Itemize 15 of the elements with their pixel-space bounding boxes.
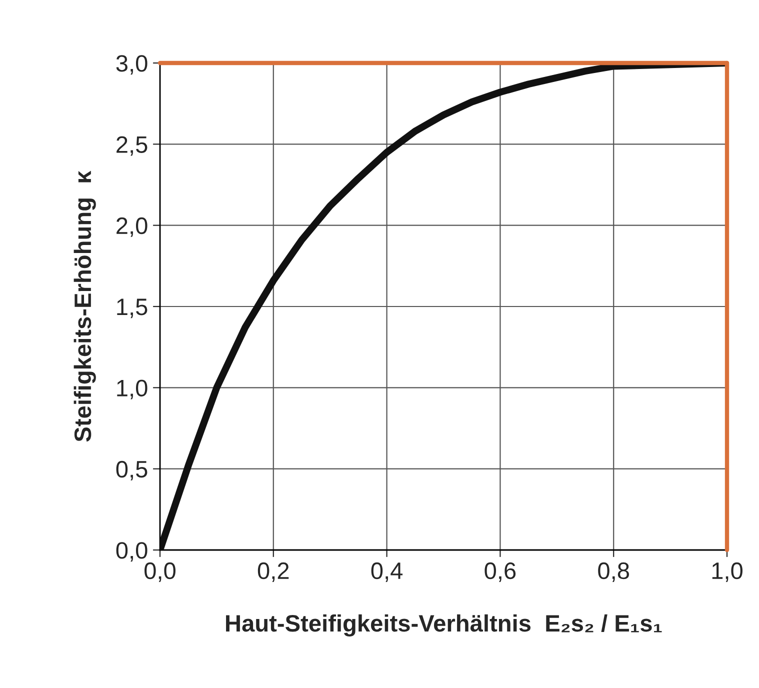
x-tick-label: 0,4 (371, 562, 403, 582)
x-tick-label: 0,6 (484, 562, 516, 582)
x-tick-label: 1,0 (712, 562, 742, 582)
y-tick-label: 1,0 (117, 380, 148, 400)
y-tick-label: 2,5 (116, 136, 148, 156)
y-tick-label: 1,5 (117, 298, 148, 318)
x-tick-label: 0,2 (258, 562, 289, 582)
y-tick-label: 0,5 (116, 460, 148, 480)
x-axis-title: Haut-Steifigkeits-Verhältnis E₂s₂ / E₁s₁ (226, 614, 662, 636)
y-tick-label: 2,0 (116, 217, 148, 237)
y-tick-label: 3,0 (116, 55, 148, 75)
y-axis-title: Steifigkeits-Erhöhung κ (74, 170, 96, 442)
y-tick-label: 0,0 (116, 542, 148, 562)
x-tick-label: 0,8 (598, 562, 629, 582)
x-tick-label: 0,0 (144, 562, 176, 582)
